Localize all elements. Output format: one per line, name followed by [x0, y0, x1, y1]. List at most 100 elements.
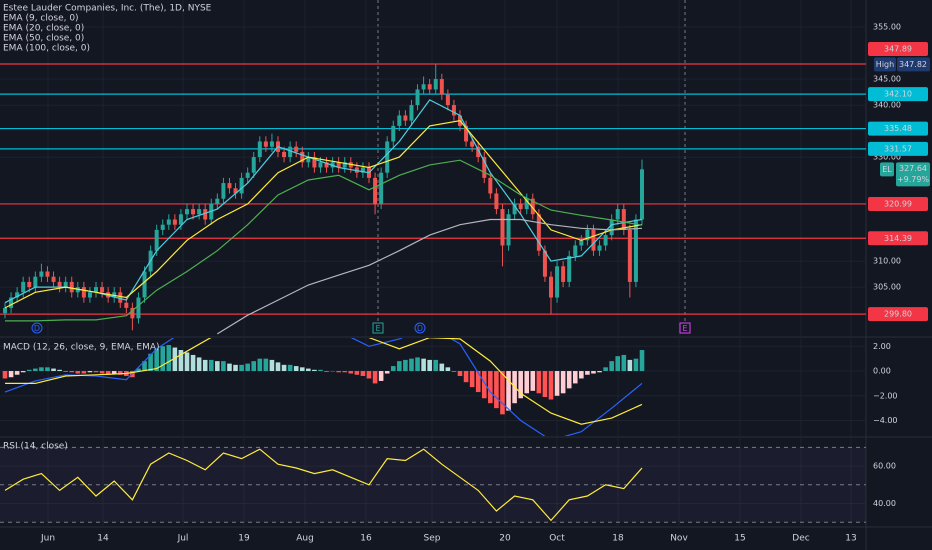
level-label: 347.89 [884, 45, 912, 54]
y-tick-label: 330.00 [873, 153, 901, 162]
candle-body [397, 115, 402, 126]
candle-body [51, 276, 56, 282]
macd-bar [463, 371, 469, 383]
macd-bar [585, 371, 590, 375]
line-series [4, 338, 643, 436]
last-symbol: EL [882, 165, 892, 174]
macd-bar [202, 359, 208, 372]
candle-body [439, 79, 444, 95]
candle-body [185, 209, 189, 215]
candle-body [567, 255, 572, 282]
candle-body [542, 250, 547, 277]
macd-bar [475, 371, 481, 393]
line-series [5, 159, 643, 322]
macd-bar [506, 371, 511, 411]
y-tick-label: 305.00 [873, 283, 901, 292]
macd-bar [427, 359, 432, 372]
x-tick-label: Jul [177, 534, 189, 544]
x-tick-label: Sep [424, 534, 441, 544]
x-tick-label: 19 [238, 534, 250, 544]
macd-bar [299, 367, 305, 372]
candle-body [494, 193, 499, 210]
macd-bar [603, 367, 608, 372]
candle-body [518, 203, 523, 210]
macd-bar [2, 371, 8, 379]
macd-bar [560, 371, 566, 394]
macd-bar [178, 350, 184, 372]
legend-entry: EMA (9, close, 0) [3, 14, 79, 24]
macd-bar [26, 369, 32, 372]
y-tick-label: 0.00 [873, 367, 891, 376]
level-label-box [868, 196, 928, 211]
y-tick-label: −4.00 [873, 416, 898, 425]
event-label: E [375, 324, 380, 333]
candle-body [470, 141, 475, 147]
candle-body [579, 240, 584, 246]
macd-bar [196, 357, 202, 372]
macd-bar [63, 371, 68, 372]
macd-bar [348, 371, 354, 374]
macd-bar [263, 358, 269, 372]
candle-body [227, 183, 232, 189]
macd-bar [445, 367, 451, 372]
y-tick-label: 345.00 [873, 75, 901, 84]
candle-body [500, 209, 505, 246]
macd-bar [536, 371, 542, 394]
level-label-box [868, 231, 928, 246]
macd-bar [39, 367, 44, 372]
macd-bar [269, 359, 275, 372]
level-label-box [868, 141, 928, 156]
candle-body [197, 209, 202, 215]
candle-body [373, 177, 378, 204]
candle-body [421, 84, 426, 90]
macd-bar [372, 371, 378, 384]
macd-bar [366, 371, 372, 379]
candle-body [391, 125, 396, 142]
macd-bar [306, 368, 311, 372]
macd-bar [397, 361, 402, 372]
candle-body [597, 245, 602, 251]
candle-body [379, 172, 384, 204]
macd-bar [572, 371, 578, 384]
macd-bar [148, 353, 153, 372]
macd-bar [87, 371, 93, 373]
level-label: 314.39 [884, 234, 912, 243]
x-tick-label: Dec [792, 534, 809, 544]
candle-body [561, 266, 566, 282]
x-tick-label: Aug [296, 534, 314, 544]
line-series [216, 218, 643, 335]
candle-body [166, 219, 171, 225]
candle-body [627, 229, 632, 282]
macd-bar [166, 345, 172, 372]
last-price-box [896, 162, 930, 187]
candle-body [482, 157, 487, 178]
candle-body [294, 146, 299, 152]
x-tick-label: 16 [360, 534, 372, 544]
macd-bar [136, 368, 141, 372]
candle-body [263, 141, 268, 147]
macd-bar [318, 369, 323, 372]
macd-bar [530, 371, 536, 391]
macd-bar [615, 356, 621, 372]
macd-bar [360, 371, 366, 376]
macd-bar [57, 369, 62, 372]
candle-body [191, 209, 196, 215]
macd-bar [542, 371, 548, 398]
y-tick-label: 310.00 [873, 257, 901, 266]
last-symbol-box [880, 162, 894, 177]
macd-bar [639, 350, 645, 372]
macd-bar [566, 371, 572, 389]
level-label-box [868, 87, 928, 102]
macd-bar [233, 364, 238, 372]
level-label: 331.57 [884, 144, 912, 153]
candle-body [609, 219, 614, 236]
high-tag-box [874, 57, 896, 72]
candle-body [124, 302, 129, 308]
y-tick-label: 60.00 [873, 462, 896, 471]
candle-body [282, 151, 287, 158]
candle-body [403, 115, 408, 121]
macd-bar [105, 371, 111, 375]
event-label: D [417, 324, 423, 333]
macd-bar [69, 371, 75, 373]
